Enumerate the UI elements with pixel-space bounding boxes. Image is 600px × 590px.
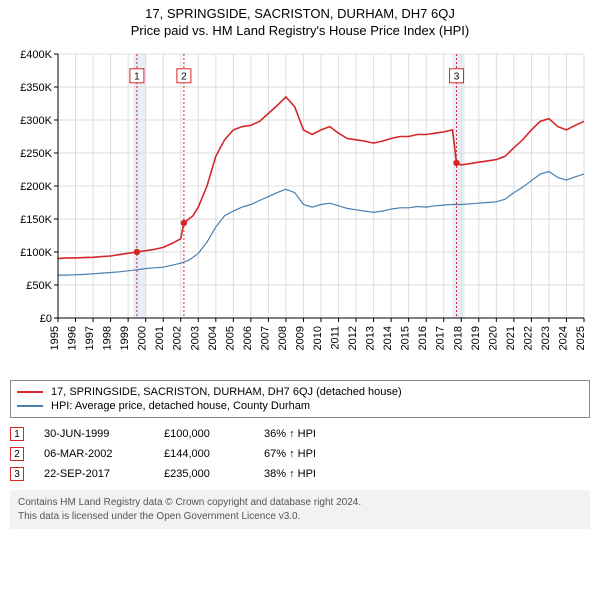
event-price: £144,000 [164,448,244,460]
legend-item: 17, SPRINGSIDE, SACRISTON, DURHAM, DH7 6… [17,385,583,399]
event-pct: 67% ↑ HPI [264,448,316,460]
svg-text:2003: 2003 [189,326,201,350]
footer-line-2: This data is licensed under the Open Gov… [18,510,582,524]
svg-text:2011: 2011 [330,326,342,350]
event-date: 30-JUN-1999 [44,428,144,440]
svg-text:2015: 2015 [400,326,412,350]
event-marker: 3 [10,467,24,481]
legend-label: 17, SPRINGSIDE, SACRISTON, DURHAM, DH7 6… [51,386,402,398]
svg-text:£100K: £100K [20,247,52,259]
svg-text:2013: 2013 [365,326,377,350]
event-date: 22-SEP-2017 [44,468,144,480]
svg-text:1999: 1999 [119,326,131,350]
svg-text:1998: 1998 [102,326,114,350]
event-pct: 36% ↑ HPI [264,428,316,440]
legend-swatch [17,391,43,393]
svg-text:£400K: £400K [20,49,52,61]
svg-text:2: 2 [181,71,187,82]
event-table: 1 30-JUN-1999 £100,000 36% ↑ HPI 2 06-MAR-200… [10,424,590,484]
svg-text:2016: 2016 [417,326,429,350]
svg-text:£150K: £150K [20,214,52,226]
legend-label: HPI: Average price, detached house, Coun… [51,400,310,412]
svg-text:2021: 2021 [505,326,517,350]
legend-item: HPI: Average price, detached house, Coun… [17,399,583,413]
svg-text:£300K: £300K [20,115,52,127]
svg-text:2010: 2010 [312,326,324,350]
svg-text:1: 1 [134,71,140,82]
svg-text:2012: 2012 [347,326,359,350]
svg-text:£200K: £200K [20,181,52,193]
svg-text:2017: 2017 [435,326,447,350]
event-price: £235,000 [164,468,244,480]
event-marker: 2 [10,447,24,461]
svg-text:1995: 1995 [49,326,61,350]
chart-container: 17, SPRINGSIDE, SACRISTON, DURHAM, DH7 6… [0,0,600,539]
svg-text:2007: 2007 [259,326,271,350]
svg-text:3: 3 [454,71,460,82]
svg-text:2022: 2022 [522,326,534,350]
svg-text:2006: 2006 [242,326,254,350]
chart-title: 17, SPRINGSIDE, SACRISTON, DURHAM, DH7 6… [10,6,590,21]
svg-text:2008: 2008 [277,326,289,350]
svg-text:2009: 2009 [294,326,306,350]
svg-text:2020: 2020 [487,326,499,350]
svg-text:£250K: £250K [20,148,52,160]
event-price: £100,000 [164,428,244,440]
svg-text:2001: 2001 [154,326,166,350]
legend: 17, SPRINGSIDE, SACRISTON, DURHAM, DH7 6… [10,380,590,418]
event-row: 2 06-MAR-2002 £144,000 67% ↑ HPI [10,444,590,464]
chart-plot: £0 £50K £100K £150K £200K £250K £300K £350K £400… [10,44,590,374]
svg-text:2014: 2014 [382,326,394,350]
attribution-footer: Contains HM Land Registry data © Crown c… [10,490,590,529]
chart-subtitle: Price paid vs. HM Land Registry's House … [10,23,590,38]
svg-text:2019: 2019 [470,326,482,350]
svg-text:2004: 2004 [207,326,219,350]
footer-line-1: Contains HM Land Registry data © Crown c… [18,496,582,510]
svg-text:1996: 1996 [67,326,79,350]
svg-text:£350K: £350K [20,82,52,94]
svg-text:2000: 2000 [137,326,149,350]
svg-text:2002: 2002 [172,326,184,350]
svg-text:2023: 2023 [540,326,552,350]
svg-text:2024: 2024 [557,326,569,350]
event-marker: 1 [10,427,24,441]
svg-text:2025: 2025 [575,326,587,350]
svg-text:£50K: £50K [26,280,52,292]
svg-text:2018: 2018 [452,326,464,350]
svg-text:2005: 2005 [224,326,236,350]
legend-swatch [17,405,43,407]
event-date: 06-MAR-2002 [44,448,144,460]
event-pct: 38% ↑ HPI [264,468,316,480]
svg-text:£0: £0 [40,313,52,325]
svg-text:1997: 1997 [84,326,96,350]
event-row: 3 22-SEP-2017 £235,000 38% ↑ HPI [10,464,590,484]
event-row: 1 30-JUN-1999 £100,000 36% ↑ HPI [10,424,590,444]
